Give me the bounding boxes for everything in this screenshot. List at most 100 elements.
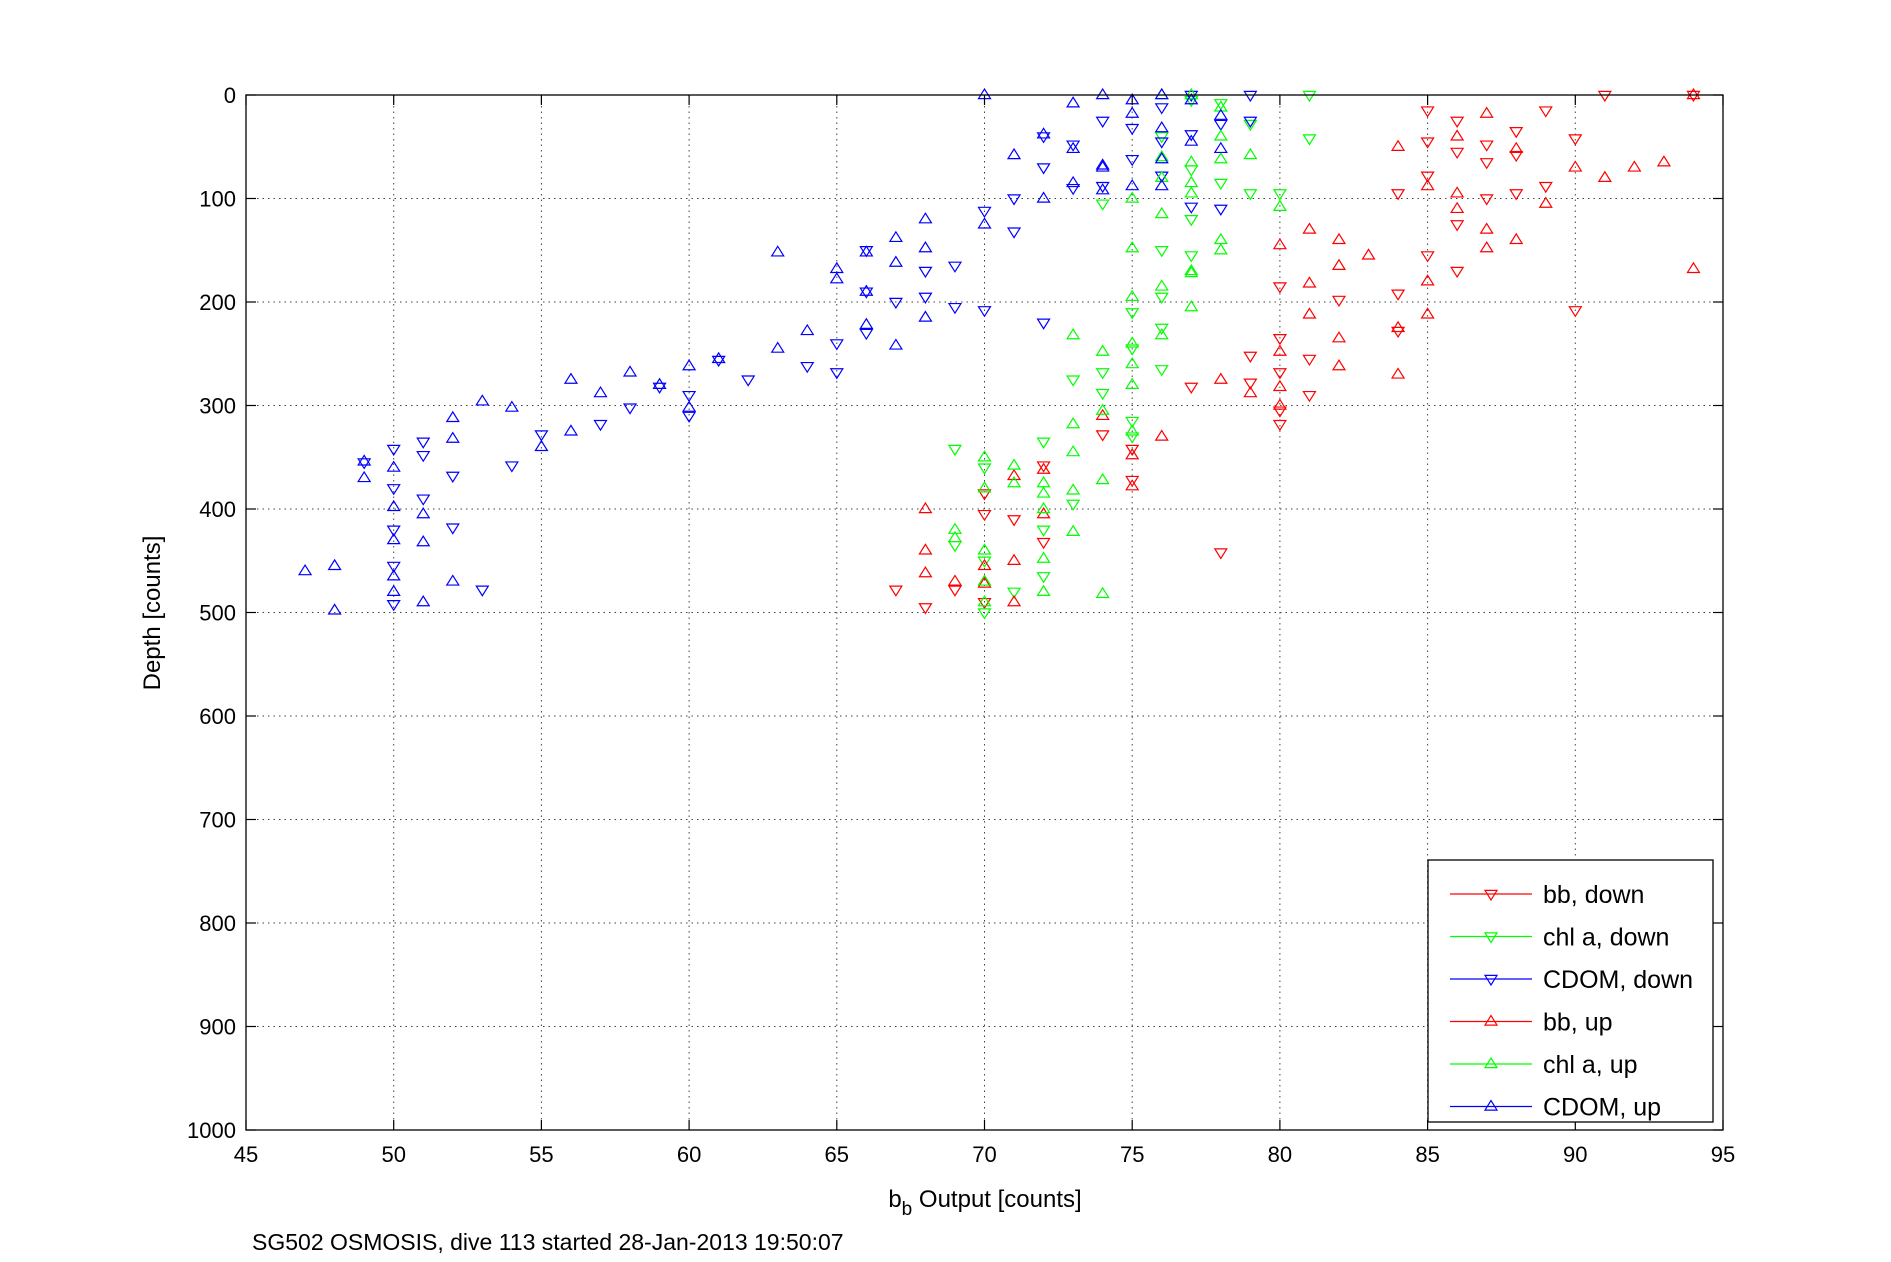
- point-0-0: [1686, 90, 1701, 103]
- point-4-11: [1184, 265, 1199, 278]
- point-0-28: [1390, 289, 1406, 301]
- point-3-23: [1302, 276, 1317, 288]
- point-2-44: [445, 523, 460, 535]
- point-0-44: [1450, 147, 1465, 160]
- point-1-10: [1154, 246, 1169, 258]
- point-0-45: [1479, 140, 1494, 152]
- point-5-62: [297, 563, 313, 576]
- point-3-1: [1656, 155, 1672, 167]
- point-0-15: [1568, 134, 1583, 146]
- axis-ticks: [245, 94, 1724, 1131]
- point-0-12: [1390, 189, 1406, 201]
- point-2-31: [829, 368, 844, 380]
- point-2-29: [859, 328, 874, 341]
- point-2-7: [1154, 103, 1169, 115]
- point-4-16: [1125, 191, 1140, 203]
- point-5-33: [829, 272, 844, 284]
- point-3-32: [1125, 448, 1140, 460]
- legend-marker-2: [1483, 974, 1499, 987]
- point-1-3: [1243, 189, 1258, 201]
- y-axis-label: Depth [counts]: [139, 536, 166, 691]
- point-1-18: [1125, 416, 1140, 429]
- point-4-23: [1095, 403, 1110, 415]
- point-4-29: [1066, 483, 1081, 495]
- point-5-7: [1095, 160, 1110, 172]
- point-2-8: [1154, 137, 1169, 149]
- point-5-50: [445, 574, 460, 586]
- x-axis-label-subscript: b: [902, 1199, 913, 1220]
- point-3-21: [1331, 359, 1347, 371]
- point-2-20: [977, 206, 992, 219]
- point-5-28: [888, 338, 903, 350]
- point-4-30: [1066, 524, 1081, 536]
- point-1-31: [1272, 189, 1287, 201]
- point-5-55: [386, 499, 401, 512]
- point-4-17: [1125, 241, 1140, 253]
- point-4-33: [1036, 501, 1051, 514]
- point-0-21: [1243, 351, 1258, 363]
- point-2-12: [1095, 181, 1110, 194]
- legend-marker-0: [1483, 889, 1499, 902]
- point-1-19: [1095, 368, 1110, 380]
- point-1-0: [1302, 90, 1317, 103]
- x-axis-label-rest: Output [counts]: [912, 1186, 1081, 1213]
- point-0-22: [1243, 378, 1258, 390]
- point-3-44: [918, 543, 933, 555]
- y-tick-label-100: 100: [199, 187, 236, 212]
- point-1-1: [1302, 134, 1317, 146]
- y-tick-label-900: 900: [199, 1015, 236, 1040]
- point-3-13: [1420, 307, 1435, 319]
- point-5-44: [563, 424, 579, 436]
- point-2-28: [859, 287, 874, 299]
- point-0-30: [1125, 444, 1140, 457]
- point-5-63: [357, 454, 372, 466]
- point-2-33: [741, 375, 756, 387]
- point-4-4: [1184, 155, 1199, 167]
- point-5-47: [475, 394, 490, 406]
- point-0-17: [1450, 266, 1465, 279]
- series-5: [297, 87, 1228, 615]
- point-4-40: [977, 543, 992, 555]
- y-tick-label-1000: 1000: [187, 1118, 236, 1143]
- point-5-61: [327, 603, 342, 615]
- point-4-43: [947, 522, 963, 534]
- legend-label-3: bb, up: [1543, 1009, 1613, 1037]
- point-0-42: [1184, 382, 1199, 395]
- legend-label-4: chl a, up: [1543, 1051, 1638, 1079]
- y-tick-label-0: 0: [224, 83, 236, 108]
- point-0-3: [1509, 127, 1524, 139]
- point-5-29: [859, 245, 874, 257]
- point-2-39: [593, 419, 608, 432]
- point-3-33: [1125, 479, 1140, 491]
- point-1-23: [1036, 525, 1051, 537]
- point-2-40: [534, 430, 549, 442]
- point-0-26: [1302, 354, 1317, 367]
- point-0-29: [1390, 326, 1406, 339]
- point-5-3: [1066, 96, 1081, 108]
- point-5-54: [386, 460, 401, 472]
- x-axis-label: bb Output [counts]: [888, 1186, 1081, 1220]
- point-4-24: [1095, 472, 1110, 485]
- point-4-26: [1066, 327, 1081, 340]
- point-4-46: [1243, 147, 1258, 160]
- point-2-32: [800, 361, 815, 374]
- point-5-45: [534, 439, 549, 452]
- point-1-21: [1036, 437, 1051, 449]
- point-3-9: [1479, 241, 1494, 253]
- point-1-15: [1095, 199, 1110, 211]
- point-5-41: [622, 365, 638, 377]
- point-0-16: [1568, 306, 1583, 318]
- point-2-54: [1036, 318, 1051, 330]
- point-3-0: [1686, 87, 1701, 100]
- point-0-8: [1420, 171, 1435, 183]
- figure-caption: SG502 OSMOSIS, dive 113 started 28-Jan-2…: [252, 1229, 844, 1255]
- legend-label-5: CDOM, up: [1543, 1094, 1661, 1122]
- point-4-21: [1125, 377, 1140, 389]
- point-4-22: [1095, 344, 1110, 356]
- point-3-45: [918, 566, 933, 578]
- y-tick-label-800: 800: [199, 911, 236, 936]
- point-5-23: [918, 212, 933, 224]
- point-2-19: [1006, 227, 1022, 239]
- point-5-39: [682, 400, 697, 412]
